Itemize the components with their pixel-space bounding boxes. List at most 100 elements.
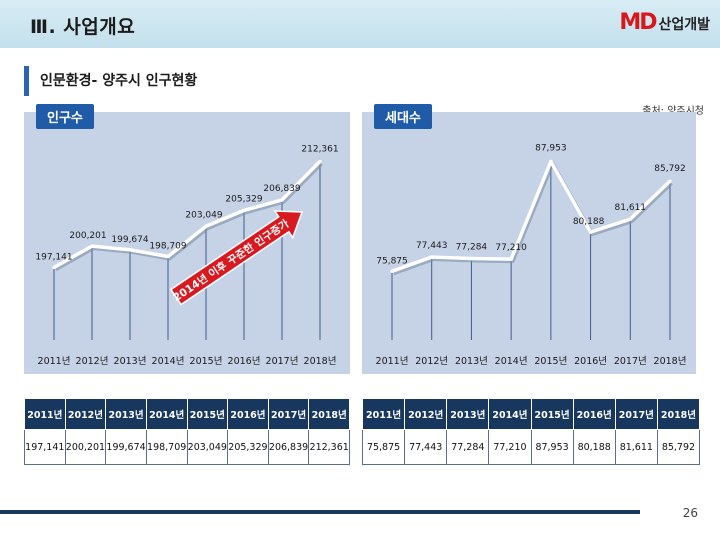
- x-tick-label: 2016년: [228, 356, 261, 367]
- household-table-row: 75,875 77,443 77,284 77,210 87,953 80,188 81,6…: [361, 429, 701, 465]
- table-cell: 77,210: [488, 429, 532, 465]
- x-tick-label: 2015년: [190, 356, 223, 367]
- table-header-cell: 2014년: [488, 398, 532, 430]
- table-cell: 87,953: [530, 429, 574, 465]
- x-tick-label: 2014년: [495, 356, 528, 367]
- x-tick-label: 2011년: [376, 356, 409, 367]
- table-cell: 198,709: [145, 429, 188, 465]
- table-cell: 80,188: [572, 429, 616, 465]
- data-label: 75,875: [376, 256, 408, 266]
- data-label: 77,210: [495, 243, 527, 253]
- x-tick-label: 2011년: [38, 356, 71, 367]
- table-header-cell: 2016년: [227, 398, 269, 430]
- table-header-cell: 2012년: [404, 398, 448, 430]
- table-cell: 81,611: [614, 429, 658, 465]
- data-label: 81,611: [615, 203, 647, 213]
- table-header-cell: 2013년: [105, 398, 147, 430]
- data-label: 205,329: [225, 194, 262, 204]
- data-point: [469, 256, 474, 261]
- population-table-header: 2011년 2012년 2013년 2014년 2015년 2016년 2017년 2018년: [24, 398, 350, 430]
- series-line-shadow: [392, 161, 673, 276]
- data-label: 197,141: [35, 252, 72, 262]
- table-cell: 77,284: [446, 429, 490, 465]
- household-chart-tag: 세대수: [374, 104, 432, 129]
- data-label: 199,674: [111, 235, 148, 245]
- data-label: 85,792: [654, 164, 686, 174]
- table-header-cell: 2015년: [186, 398, 229, 430]
- population-table: 2011년 2012년 2013년 2014년 2015년 2016년 2017년 2018년…: [24, 398, 350, 465]
- table-header-cell: 2015년: [530, 398, 574, 430]
- logo-text: 산업개발: [658, 17, 710, 33]
- x-tick-label: 2015년: [534, 356, 567, 367]
- data-label: 212,361: [301, 144, 338, 154]
- series-line: [391, 159, 672, 273]
- company-logo: MD 산업개발: [619, 10, 710, 35]
- data-point: [280, 198, 284, 202]
- section-title: 인문환경- 양주시 인구현황: [40, 73, 198, 89]
- table-cell: 205,329: [227, 429, 269, 465]
- table-header-cell: 2018년: [656, 398, 701, 430]
- source-note: 출처: 양주시청: [642, 102, 704, 117]
- table-cell: 75,875: [361, 429, 406, 465]
- table-header-cell: 2012년: [64, 398, 107, 430]
- page-number: 26: [682, 506, 698, 520]
- population-table-row: 197,141 200,201 199,674 198,709 203,049 205,3…: [24, 429, 350, 465]
- x-tick-label: 2012년: [76, 356, 109, 367]
- table-header-cell: 2017년: [614, 398, 658, 430]
- table-header-cell: 2013년: [446, 398, 490, 430]
- data-point: [128, 248, 132, 252]
- data-label: 77,443: [416, 241, 448, 251]
- population-chart-panel: 197,141 200,201 199,674 198,709 203,049 205,3…: [24, 112, 350, 374]
- page-title: Ⅲ. 사업개요: [30, 16, 136, 38]
- table-cell: 85,792: [656, 429, 701, 465]
- table-header-cell: 2011년: [361, 398, 406, 430]
- header-bar: [0, 0, 720, 48]
- data-label: 87,953: [535, 144, 567, 154]
- data-point: [549, 159, 553, 164]
- data-point: [166, 254, 170, 259]
- x-tick-label: 2017년: [614, 356, 647, 367]
- data-label: 77,284: [456, 243, 488, 253]
- table-cell: 212,361: [308, 429, 350, 465]
- data-label: 206,839: [263, 184, 300, 194]
- table-cell: 199,674: [105, 429, 147, 465]
- x-tick-label: 2017년: [266, 356, 299, 367]
- x-tick-label: 2012년: [415, 356, 448, 367]
- table-cell: 200,201: [64, 429, 107, 465]
- x-tick-label: 2018년: [654, 356, 687, 367]
- household-table: 2011년 2012년 2013년 2014년 2015년 2016년 2017년 2018년…: [361, 398, 701, 465]
- data-point: [588, 230, 593, 234]
- table-cell: 77,443: [404, 429, 448, 465]
- household-chart-panel: 75,875 77,443 77,284 77,210 87,953 80,188 81,6…: [362, 112, 696, 374]
- footer-line: [0, 510, 640, 514]
- x-tick-label: 2013년: [114, 356, 147, 367]
- x-tick-label: 2018년: [304, 356, 337, 367]
- population-chart-tag: 인구수: [36, 104, 94, 129]
- data-point: [318, 159, 322, 164]
- data-point: [430, 255, 434, 259]
- x-tick-label: 2016년: [574, 356, 607, 367]
- data-label: 200,201: [69, 231, 106, 241]
- table-header-cell: 2017년: [267, 398, 310, 430]
- data-label: 80,188: [573, 217, 605, 227]
- section-marker: [24, 66, 29, 96]
- household-table-header: 2011년 2012년 2013년 2014년 2015년 2016년 2017년 2018년: [361, 398, 701, 430]
- data-label: 198,709: [149, 242, 186, 252]
- table-header-cell: 2018년: [308, 398, 350, 430]
- data-point: [668, 179, 672, 183]
- data-label: 203,049: [185, 210, 222, 220]
- series-line: [53, 160, 322, 269]
- table-cell: 203,049: [186, 429, 229, 465]
- trend-annotation: 2014년 이후 꾸준한 인구증가: [171, 217, 292, 304]
- x-tick-label: 2014년: [152, 356, 185, 367]
- data-point: [628, 217, 632, 221]
- table-header-cell: 2016년: [572, 398, 616, 430]
- data-point: [90, 244, 94, 248]
- data-point: [509, 257, 513, 261]
- data-point: [204, 224, 208, 228]
- logo-mark: MD: [619, 10, 657, 35]
- data-point: [390, 269, 394, 273]
- data-point: [52, 265, 56, 270]
- table-cell: 206,839: [267, 429, 310, 465]
